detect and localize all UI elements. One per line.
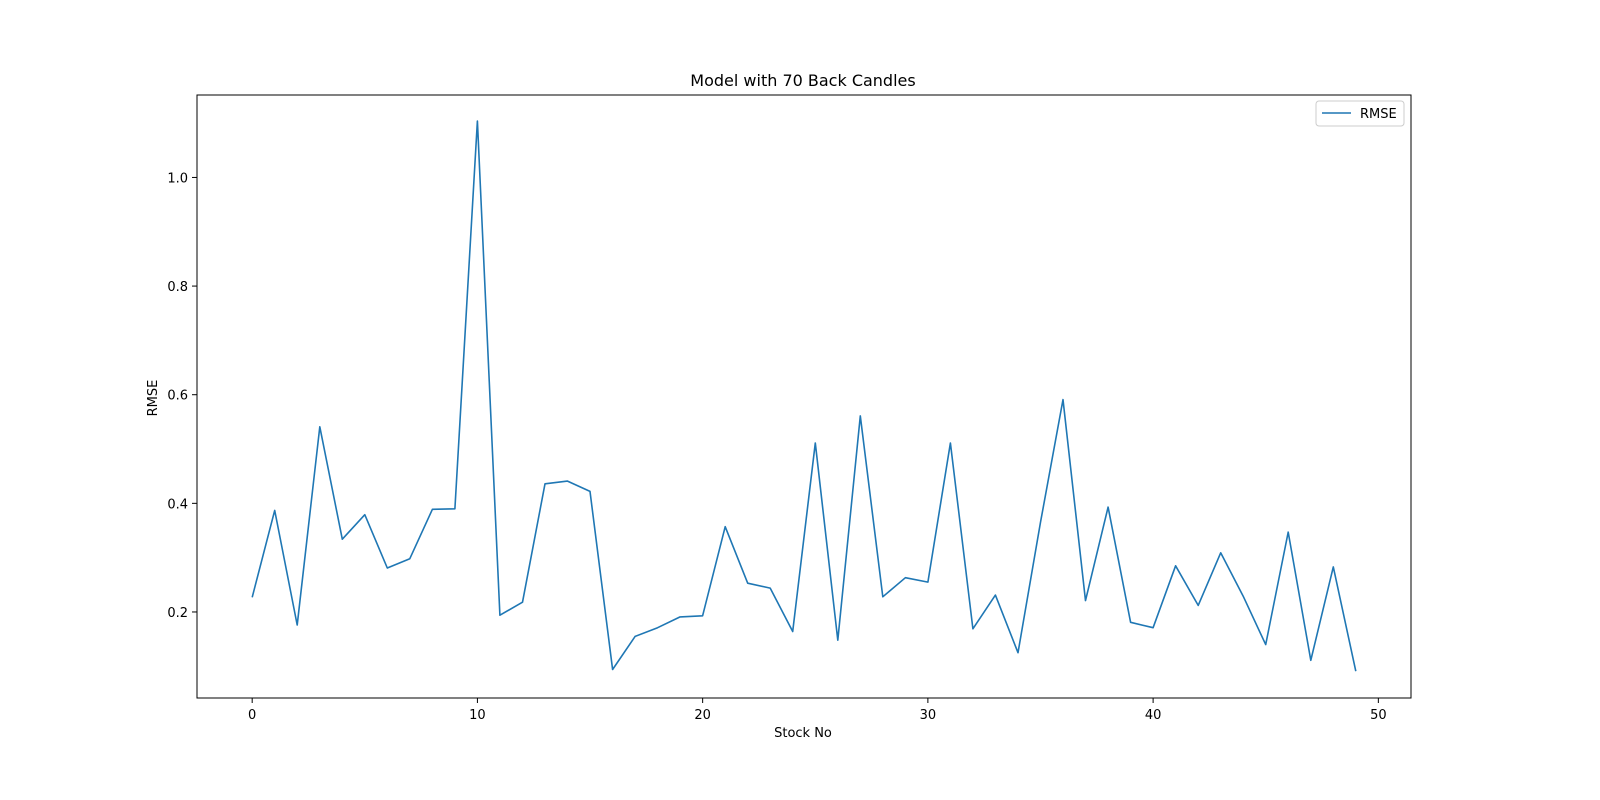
chart-title: Model with 70 Back Candles [690, 71, 915, 90]
y-tick-label: 0.4 [167, 497, 188, 512]
y-axis-label: RMSE [146, 380, 161, 417]
x-tick-label: 50 [1370, 708, 1387, 723]
y-tick-label: 0.8 [167, 280, 188, 295]
x-axis-label: Stock No [774, 726, 832, 741]
series-line-rmse [251, 120, 1357, 672]
x-tick-label: 40 [1145, 708, 1162, 723]
y-tick-label: 0.2 [167, 606, 188, 621]
legend: RMSE [1315, 100, 1405, 127]
x-tick-label: 20 [694, 708, 711, 723]
plot-area: 0 10 20 30 40 50 0.2 0.4 0.6 0.8 1.0 [167, 94, 1412, 723]
y-axis-ticks: 0.2 0.4 0.6 0.8 1.0 [167, 171, 197, 621]
y-tick-label: 0.6 [167, 389, 188, 404]
x-tick-label: 10 [469, 708, 486, 723]
x-axis-ticks: 0 10 20 30 40 50 [248, 698, 1387, 723]
legend-box [1315, 100, 1405, 127]
legend-label-rmse: RMSE [1360, 107, 1397, 122]
plot-frame [196, 94, 1412, 699]
y-tick-label: 1.0 [167, 171, 188, 186]
x-tick-label: 0 [248, 708, 256, 723]
x-tick-label: 30 [920, 708, 937, 723]
